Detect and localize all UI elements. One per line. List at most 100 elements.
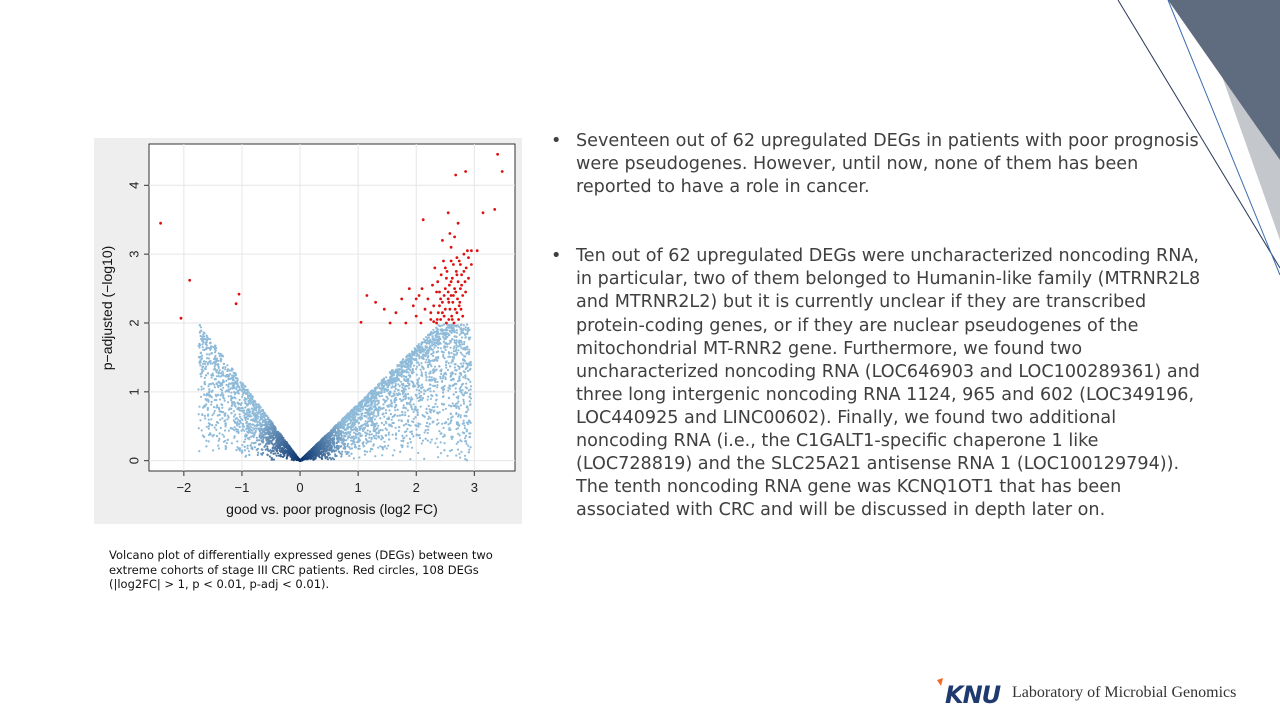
nonsignificant-point [214,344,217,347]
nonsignificant-point [382,406,385,410]
nonsignificant-point [205,365,208,368]
nonsignificant-point [250,426,253,429]
nonsignificant-point [222,372,225,375]
nonsignificant-point [314,456,317,459]
nonsignificant-point [431,378,434,382]
nonsignificant-point [451,371,454,374]
nonsignificant-point [390,425,393,428]
nonsignificant-point [349,413,352,417]
nonsignificant-point [218,381,221,384]
nonsignificant-point [398,384,401,388]
nonsignificant-point [458,434,461,437]
nonsignificant-point [459,351,462,354]
nonsignificant-point [398,368,401,371]
nonsignificant-point [207,385,210,388]
nonsignificant-point [357,440,360,443]
nonsignificant-point [201,335,204,338]
nonsignificant-point [222,374,225,377]
nonsignificant-point [243,414,246,417]
nonsignificant-point [414,424,417,427]
nonsignificant-point [360,402,363,406]
nonsignificant-point [364,431,367,434]
nonsignificant-point [429,417,432,420]
nonsignificant-point [370,447,373,450]
nonsignificant-point [453,356,456,359]
nonsignificant-point [374,423,377,426]
nonsignificant-point [459,456,462,459]
nonsignificant-point [407,415,410,418]
nonsignificant-point [256,453,259,457]
nonsignificant-point [375,415,378,418]
nonsignificant-point [334,454,337,458]
nonsignificant-point [445,366,448,369]
nonsignificant-point [465,442,468,445]
nonsignificant-point [388,383,391,386]
nonsignificant-point [333,425,336,428]
nonsignificant-point [215,406,218,409]
nonsignificant-point [331,438,334,441]
nonsignificant-point [418,436,421,440]
nonsignificant-point [418,377,421,380]
nonsignificant-point [442,389,445,392]
nonsignificant-point [268,442,271,445]
nonsignificant-point [204,417,207,420]
nonsignificant-point [412,417,415,420]
nonsignificant-point [398,414,401,417]
nonsignificant-point [427,395,430,398]
nonsignificant-point [238,425,241,428]
nonsignificant-point [455,422,459,425]
nonsignificant-point [449,405,453,408]
nonsignificant-point [249,444,252,447]
nonsignificant-point [385,428,388,431]
nonsignificant-point [460,332,463,335]
nonsignificant-point [434,334,437,337]
nonsignificant-point [237,418,240,421]
nonsignificant-point [415,373,418,376]
nonsignificant-point [400,373,403,376]
nonsignificant-point [215,424,218,427]
nonsignificant-point [435,368,438,371]
nonsignificant-point [219,357,222,360]
nonsignificant-point [415,367,418,371]
nonsignificant-point [211,414,214,417]
nonsignificant-point [455,331,458,334]
nonsignificant-point [402,424,405,427]
nonsignificant-point [469,363,472,366]
nonsignificant-point [366,429,369,432]
nonsignificant-point [447,418,450,421]
nonsignificant-point [427,333,430,336]
nonsignificant-point [215,395,218,398]
nonsignificant-point [320,448,323,451]
nonsignificant-point [463,427,466,430]
nonsignificant-point [261,415,264,418]
nonsignificant-point [280,442,283,445]
nonsignificant-point [405,375,408,378]
nonsignificant-point [431,369,434,372]
nonsignificant-point [264,422,267,425]
nonsignificant-point [458,333,461,336]
nonsignificant-point [210,376,213,379]
nonsignificant-point [286,445,289,448]
nonsignificant-point [401,446,404,449]
nonsignificant-point [467,444,470,447]
nonsignificant-point [342,421,345,425]
nonsignificant-point [449,412,452,416]
nonsignificant-point [387,433,390,436]
nonsignificant-point [456,405,459,408]
nonsignificant-point [233,426,236,429]
nonsignificant-point [266,418,269,421]
nonsignificant-point [230,368,233,371]
nonsignificant-point [431,335,434,338]
nonsignificant-point [415,365,418,368]
nonsignificant-point [373,409,376,412]
nonsignificant-point [400,364,404,367]
nonsignificant-point [225,383,228,387]
nonsignificant-point [238,398,241,401]
nonsignificant-point [199,364,202,367]
nonsignificant-point [349,422,352,425]
nonsignificant-point [373,418,376,421]
nonsignificant-point [224,375,227,378]
nonsignificant-point [257,408,260,411]
nonsignificant-point [245,454,248,457]
nonsignificant-point [406,419,410,422]
